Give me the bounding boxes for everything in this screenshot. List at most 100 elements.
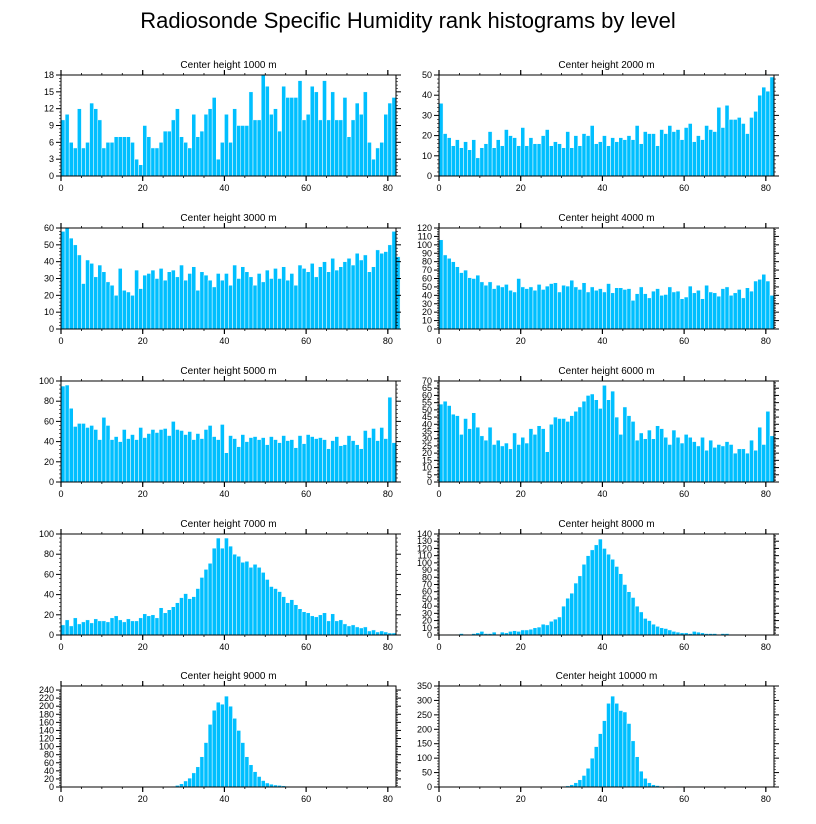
x-tick-label: 40 <box>219 183 229 193</box>
histogram-bar <box>442 400 448 483</box>
histogram-bar <box>358 114 364 177</box>
histogram-bar <box>549 621 554 636</box>
y-tick-label: 120 <box>417 543 432 553</box>
histogram-bar <box>289 439 295 483</box>
histogram-bar <box>379 253 384 330</box>
histogram-bar <box>191 596 197 636</box>
histogram-bar <box>81 283 86 330</box>
histogram-bar <box>647 297 652 330</box>
histogram-bar <box>610 137 615 177</box>
histogram-bar <box>383 114 389 177</box>
histogram-bar <box>618 710 624 788</box>
histogram-bar <box>346 258 352 330</box>
histogram-bar <box>68 408 74 483</box>
histogram-bar <box>322 261 327 330</box>
histogram-bar <box>483 284 489 330</box>
histogram-bar <box>248 91 254 177</box>
panel-title: Center height 1000 m <box>180 60 276 71</box>
histogram-bar <box>536 284 542 330</box>
y-tick-label: 100 <box>39 376 54 386</box>
histogram-bar <box>504 129 509 177</box>
histogram-bar <box>451 413 456 483</box>
histogram-bar <box>769 435 775 483</box>
histogram-bar <box>195 290 201 330</box>
histogram-bar <box>350 624 356 636</box>
histogram-bar <box>350 264 356 330</box>
histogram-bar <box>375 440 380 483</box>
histogram-bar <box>142 613 148 636</box>
histogram-bar <box>524 629 530 636</box>
histogram-bar <box>383 251 389 330</box>
histogram-bar <box>215 158 221 177</box>
histogram-bar <box>581 282 587 330</box>
histogram-bar <box>342 97 348 177</box>
histogram-bar <box>162 612 168 636</box>
histogram-bar <box>260 780 266 788</box>
histogram-bar <box>113 295 119 330</box>
histogram-bar <box>692 141 697 177</box>
histogram-bar <box>281 266 286 330</box>
histogram-bar <box>256 439 262 483</box>
histogram-bar <box>220 424 225 483</box>
x-tick-label: 0 <box>58 642 63 652</box>
histogram-bar <box>203 274 209 330</box>
histogram-bar <box>761 86 767 177</box>
y-tick-label: 100 <box>39 529 54 539</box>
histogram-bar <box>191 772 197 788</box>
histogram-bar <box>508 448 513 483</box>
histogram-bar <box>154 617 160 636</box>
y-tick-label: 5 <box>427 470 432 480</box>
histogram-bar <box>655 288 660 330</box>
histogram-bar <box>553 416 558 483</box>
histogram-bar <box>716 295 722 330</box>
histogram-bar <box>565 285 570 330</box>
histogram-bar <box>130 295 135 330</box>
histogram-bar <box>101 620 107 636</box>
y-tick-label: 3 <box>49 154 54 164</box>
y-tick-label: 30 <box>422 299 432 309</box>
x-tick-label: 40 <box>597 489 607 499</box>
histogram-bar <box>687 285 693 330</box>
histogram-bar <box>532 627 538 636</box>
histogram-bar <box>728 444 734 483</box>
histogram-bar <box>73 617 78 636</box>
histogram-bar <box>199 271 205 330</box>
histogram-bar <box>692 292 697 330</box>
histogram-bar <box>289 97 295 177</box>
y-tick-label: 300 <box>417 695 432 705</box>
histogram-bar <box>757 426 762 483</box>
histogram-bar <box>371 266 376 330</box>
histogram-bar <box>618 434 624 483</box>
histogram-bar <box>285 97 291 177</box>
histogram-bar <box>158 268 164 330</box>
histogram-bar <box>581 133 587 177</box>
histogram-bar <box>516 145 521 177</box>
histogram-bar <box>220 142 225 177</box>
panel-title: Center height 4000 m <box>558 213 654 224</box>
histogram-bar <box>598 733 603 788</box>
histogram-bar <box>244 125 250 177</box>
histogram-bar <box>85 619 90 636</box>
histogram-bar <box>736 289 742 330</box>
histogram-bar <box>191 114 197 177</box>
histogram-bar <box>647 133 652 177</box>
y-tick-label: 15 <box>44 87 54 97</box>
histogram-bar <box>318 119 323 177</box>
y-tick-label: 140 <box>417 529 432 539</box>
histogram-bar <box>391 442 397 483</box>
histogram-bar <box>330 258 335 330</box>
histogram-bar <box>346 435 352 483</box>
y-tick-label: 30 <box>44 274 54 284</box>
histogram-bar <box>736 448 742 483</box>
histogram-bar <box>109 439 115 483</box>
histogram-bar <box>293 97 299 177</box>
histogram-bar <box>60 624 66 636</box>
histogram-bar <box>589 286 595 330</box>
y-tick-label: 40 <box>422 90 432 100</box>
histogram-bar <box>305 612 311 636</box>
y-tick-label: 140 <box>39 725 54 735</box>
histogram-bar <box>651 438 656 483</box>
histogram-bar <box>696 445 701 483</box>
histogram-bar <box>183 434 188 483</box>
histogram-bar <box>704 450 709 483</box>
